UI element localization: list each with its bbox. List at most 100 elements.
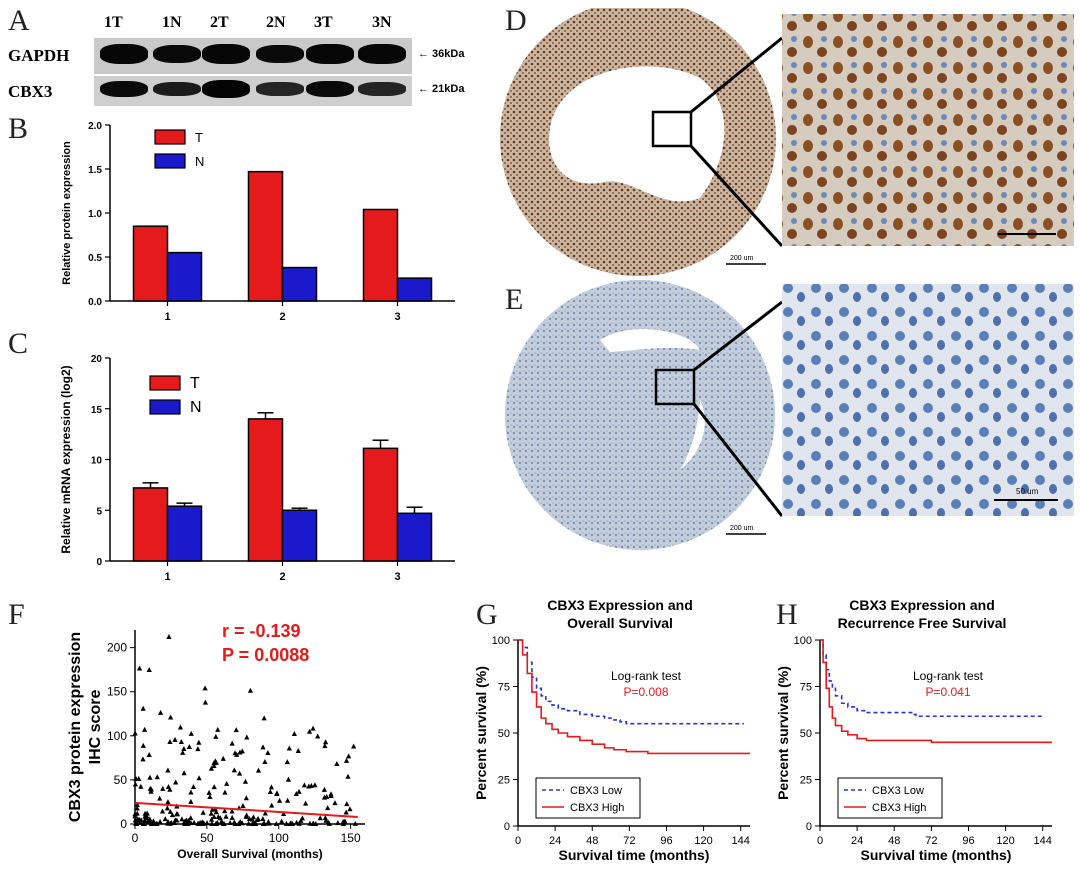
scatter-point [295,748,301,754]
y-tick-label: 25 [498,775,510,787]
x-tick-label: 48 [586,835,598,847]
scatter-point [208,810,214,816]
p-value: P=0.041 [925,685,970,699]
scatter-point [239,748,245,754]
scatter-point [343,757,350,763]
scale-label: 50 um [1016,487,1039,496]
blot-band [202,44,250,64]
scatter-point [244,734,250,740]
scatter-point [246,820,252,826]
bar-T-1 [132,487,169,562]
y-axis-label: Percent survival (%) [775,666,791,800]
scatter-point [172,736,178,742]
y-tick-label: 1.0 [88,209,102,220]
scatter-point [211,763,217,769]
blot-band [358,82,406,96]
scatter-point [202,699,209,705]
zoom-box [654,368,696,406]
blot-band [256,82,304,96]
lumen [600,329,700,352]
legend-label: T [195,130,203,145]
x-tick-label: 2 [279,311,285,323]
ihc-core-e [505,280,775,550]
scatter-point [146,666,152,672]
y-tick-label: 50 [498,728,510,740]
scatter-point [340,818,346,824]
lane-label: 1N [162,14,182,31]
scatter-point [215,726,221,732]
chart-g: CBX3 Expression and Overall Survival 0 25 50… [473,597,750,863]
scatter-point [207,794,213,800]
scatter-point [293,790,299,796]
scatter-point [352,820,358,826]
scatter-point [265,819,272,825]
scatter-point [132,730,138,736]
x-tick-label: 96 [962,835,974,847]
y-tick-label: 15 [91,405,103,416]
zoom-line [692,403,784,517]
scatter-point [162,816,168,822]
legend-label: N [190,399,202,416]
scatter-point [269,802,275,808]
scatter-point [167,820,173,826]
x-tick-label: 144 [732,835,750,847]
panel-label-g: G [476,598,498,631]
scatter-point [147,774,153,780]
scatter-point [242,778,249,784]
scatter-point [281,810,287,816]
scatter-point [214,819,220,825]
scatter-point [195,820,201,826]
scatter-point [191,819,197,825]
y-tick-label: 0 [96,557,102,568]
bar-N-1 [166,505,203,562]
scatter-point [188,798,194,804]
x-tick-label: 144 [1034,835,1052,847]
scatter-point [138,783,144,789]
scatter-point [200,809,206,815]
scatter-point [211,814,217,820]
x-tick-label: 24 [851,835,863,847]
x-tick-label: 120 [694,835,712,847]
scatter-point [220,755,226,761]
scatter-point [279,818,285,824]
y-tick-label: 100 [492,635,510,647]
scatter-point [285,776,292,782]
scatter-point [132,781,139,787]
scatter-point [321,786,327,792]
scatter-point [267,788,273,794]
scatter-point [243,795,249,801]
scatter-point [260,816,266,822]
ihc-panel-d: 200 um [500,8,1074,276]
lane-label: 1T [104,14,123,31]
scatter-point [178,738,184,744]
bar-T-3 [362,208,399,302]
y-tick-label: 50 [800,728,812,740]
scatter-point [196,775,202,781]
x-tick-label: 150 [341,831,361,845]
scatter-point [167,808,173,814]
scatter-point [310,820,316,826]
zoom-line [689,144,784,248]
scatter-point [181,770,187,776]
x-tick-label: 48 [888,835,900,847]
y-tick-label: 0 [120,817,127,831]
scatter-point [229,808,235,814]
scatter-point [288,820,294,826]
y-tick-label: 0.0 [88,297,102,308]
ihc-zoom-d [782,14,1074,246]
lane-label: 2T [210,14,229,31]
scatter-point [177,724,184,730]
scatter-point [166,634,172,640]
ihc-panel-e: 50 um 200 um [505,280,1074,550]
legend-label: CBX3 High [570,802,624,814]
scatter-point [322,743,328,749]
scatter-point [317,815,323,821]
cbx3-label: CBX3 [8,82,53,101]
scatter-point [323,739,329,745]
scatter-point [222,789,228,795]
scatter-point [284,759,290,765]
legend-swatch-N [154,153,186,169]
scatter-point [220,820,227,826]
blot-band [202,80,250,98]
scatter-point [334,761,340,767]
